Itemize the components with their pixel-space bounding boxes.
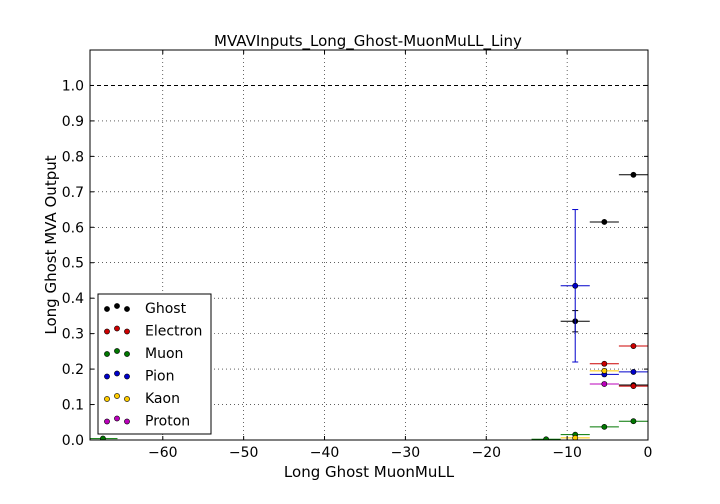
series-electron bbox=[589, 343, 648, 390]
legend-label-ghost: Ghost bbox=[145, 301, 187, 317]
data-point bbox=[630, 171, 637, 178]
chart-title: MVAVInputs_Long_Ghost-MuonMuLL_Liny bbox=[214, 32, 522, 51]
y-axis-label: Long Ghost MVA Output bbox=[42, 155, 60, 334]
axis-ticks: −60 −50 −40 −30 −20 −10 0 0.0 0.1 0.2 0.3 0.4 0.5 0.6… bbox=[62, 50, 653, 461]
y-tick-label: 0.3 bbox=[62, 327, 84, 343]
legend-label-pion: Pion bbox=[145, 369, 174, 385]
x-tick-label: −30 bbox=[391, 445, 421, 461]
series-layer bbox=[90, 171, 648, 440]
legend: Ghost Electron Muon Pion Kaon Proton bbox=[97, 293, 212, 435]
data-point bbox=[601, 381, 608, 387]
x-tick-label: −10 bbox=[552, 445, 582, 461]
x-tick-label: −50 bbox=[229, 445, 259, 461]
x-tick-label: −20 bbox=[471, 445, 501, 461]
legend-marker bbox=[104, 328, 110, 335]
y-tick-label: 0.6 bbox=[62, 220, 84, 236]
data-point bbox=[630, 369, 637, 375]
legend-marker bbox=[104, 373, 110, 380]
data-point bbox=[601, 219, 608, 225]
legend-marker bbox=[104, 306, 110, 312]
y-tick-label: 1.0 bbox=[62, 78, 84, 94]
legend-label-proton: Proton bbox=[145, 414, 190, 430]
data-point bbox=[543, 436, 550, 440]
x-axis-label: Long Ghost MuonMuLL bbox=[284, 463, 455, 481]
legend-marker bbox=[114, 325, 120, 332]
legend-marker bbox=[104, 418, 110, 425]
data-point bbox=[630, 418, 637, 425]
x-tick-label: −40 bbox=[310, 445, 340, 461]
legend-label-kaon: Kaon bbox=[145, 391, 180, 407]
legend-label-electron: Electron bbox=[145, 324, 202, 340]
data-points bbox=[90, 171, 648, 440]
x-tick-label: 0 bbox=[644, 445, 653, 461]
legend-marker bbox=[124, 396, 130, 402]
legend-marker bbox=[124, 351, 130, 357]
plot-frame bbox=[89, 49, 649, 441]
legend-marker bbox=[114, 348, 120, 354]
data-point bbox=[100, 435, 106, 440]
data-point bbox=[601, 360, 608, 367]
legend-label-muon: Muon bbox=[145, 346, 183, 362]
data-point bbox=[572, 282, 579, 289]
data-point bbox=[601, 423, 608, 430]
data-point bbox=[572, 434, 579, 440]
legend-marker bbox=[124, 328, 130, 335]
legend-box bbox=[97, 293, 212, 435]
y-tick-label: 0.8 bbox=[62, 149, 84, 165]
y-tick-label: 0.4 bbox=[62, 291, 84, 307]
legend-marker bbox=[114, 393, 120, 399]
legend-marker bbox=[124, 373, 130, 380]
legend-marker bbox=[114, 415, 120, 422]
data-point bbox=[601, 367, 608, 374]
data-point bbox=[630, 343, 637, 349]
y-tick-label: 0.5 bbox=[62, 256, 84, 272]
legend-marker bbox=[114, 370, 120, 377]
legend-marker bbox=[104, 396, 110, 402]
y-tick-label: 0.2 bbox=[62, 362, 84, 378]
legend-marker bbox=[124, 418, 130, 425]
y-tick-label: 0.0 bbox=[62, 433, 84, 449]
data-point bbox=[630, 383, 637, 390]
y-tick-label: 0.9 bbox=[62, 114, 84, 130]
legend-marker bbox=[104, 351, 110, 357]
legend-marker bbox=[114, 303, 120, 309]
series-proton bbox=[589, 381, 619, 387]
x-tick-label: −60 bbox=[148, 445, 178, 461]
y-tick-label: 0.7 bbox=[62, 185, 84, 201]
y-tick-label: 0.1 bbox=[62, 398, 84, 414]
legend-marker bbox=[124, 306, 130, 312]
series-kaon bbox=[560, 367, 619, 440]
